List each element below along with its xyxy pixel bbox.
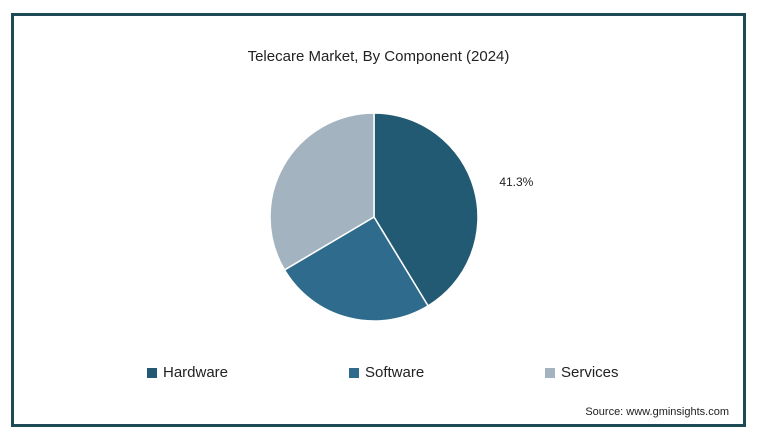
- legend: Hardware Software Services: [14, 364, 743, 384]
- source-note: Source: www.gminsights.com: [585, 406, 729, 418]
- chart-frame: Telecare Market, By Component (2024) 41.…: [11, 13, 746, 427]
- pie-slice-software: [283, 215, 430, 322]
- legend-swatch-hardware: [147, 367, 157, 378]
- data-label-hardware: 41.3%: [499, 175, 533, 189]
- pie-chart: 41.3%: [269, 112, 534, 322]
- legend-item-hardware: Hardware: [147, 364, 228, 381]
- legend-label-software: Software: [365, 364, 425, 381]
- legend-item-software: Software: [349, 364, 424, 381]
- legend-swatch-software: [349, 367, 359, 378]
- pie-slice-hardware: [373, 112, 479, 307]
- chart-title: Telecare Market, By Component (2024): [247, 48, 510, 65]
- pie-slice-services: [269, 112, 375, 271]
- legend-label-services: Services: [561, 364, 619, 381]
- legend-label-hardware: Hardware: [163, 364, 229, 381]
- legend-swatch-services: [545, 367, 555, 378]
- legend-item-services: Services: [545, 364, 619, 381]
